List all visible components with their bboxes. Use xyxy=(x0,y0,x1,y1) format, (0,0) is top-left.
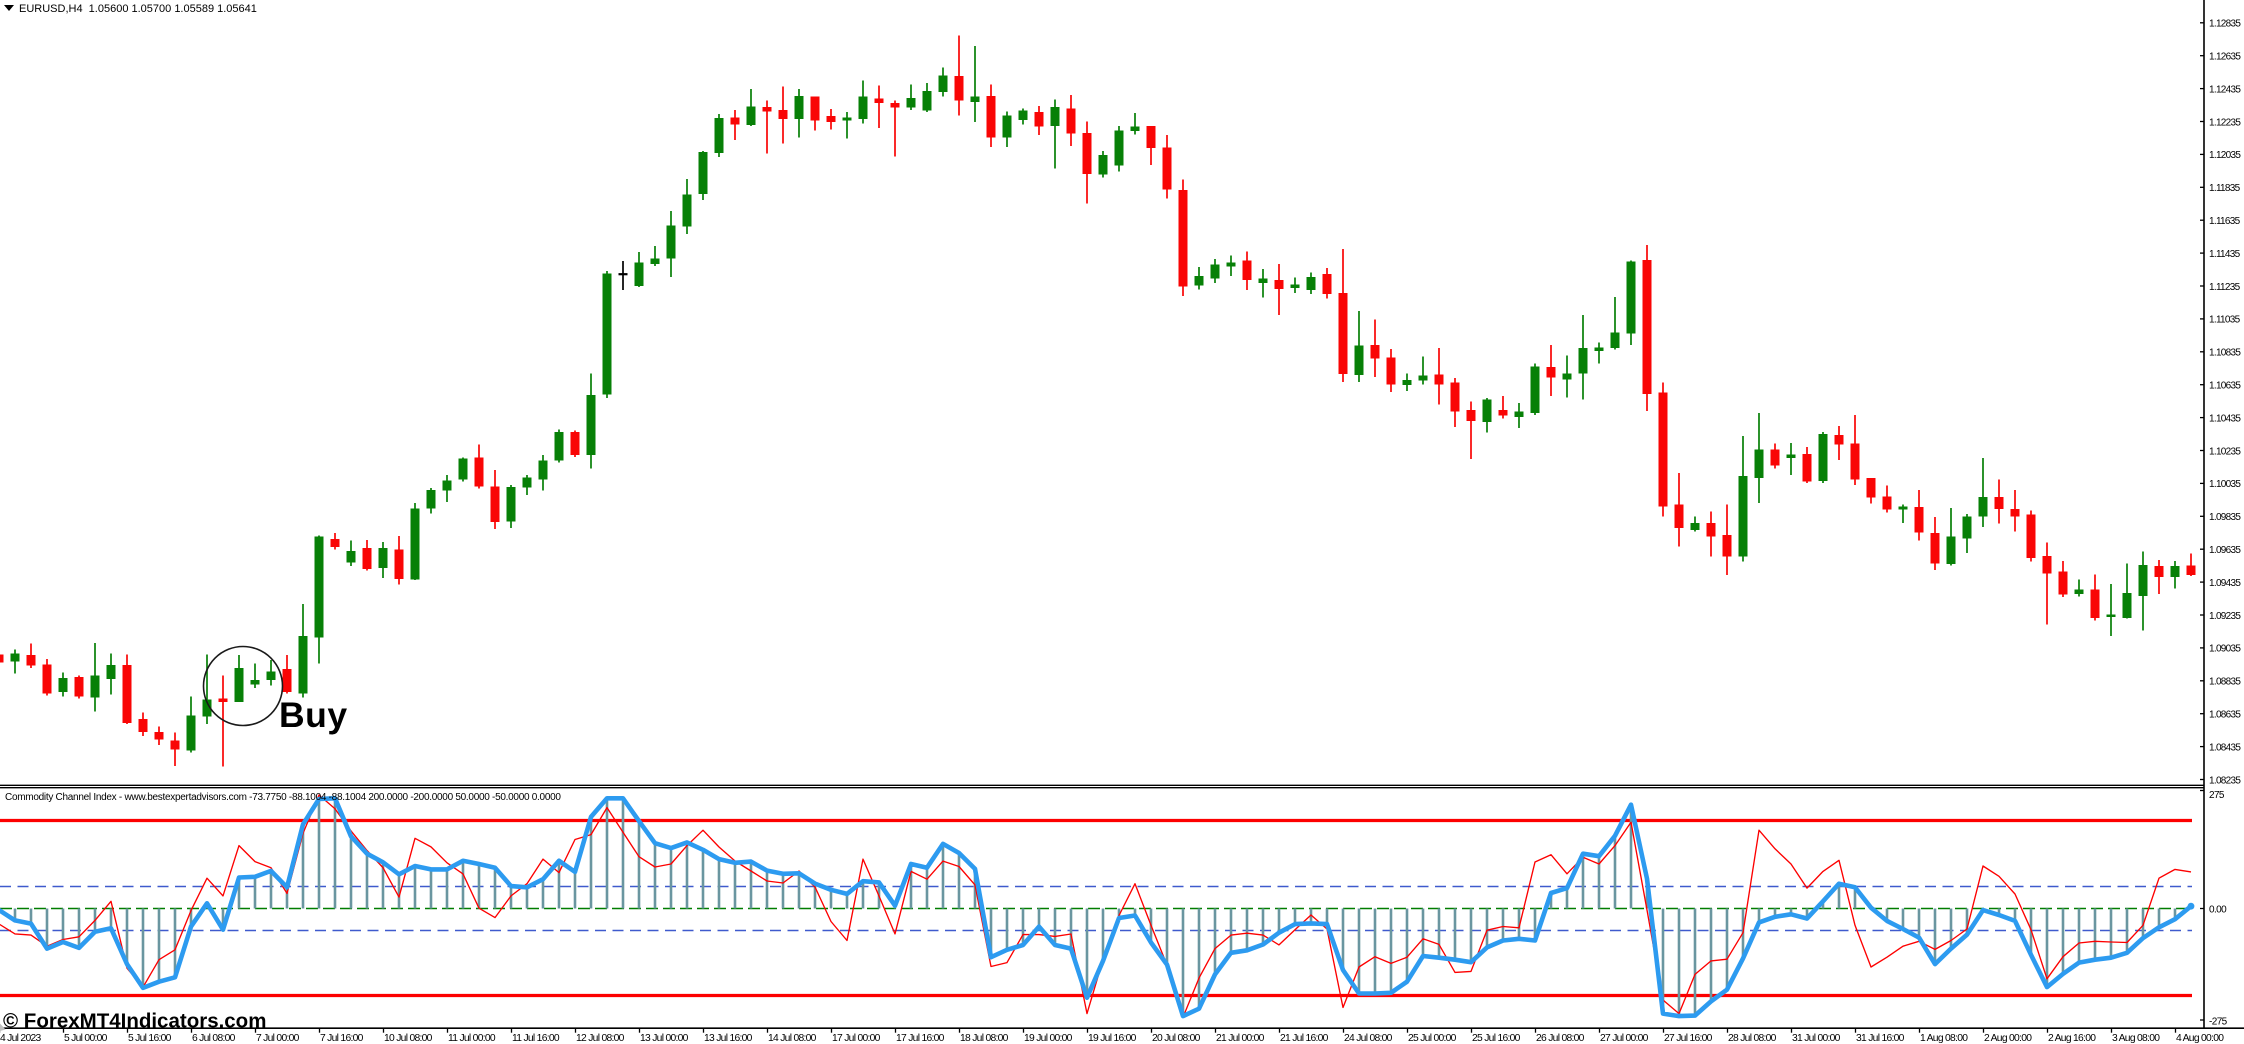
svg-text:28 Jul 08:00: 28 Jul 08:00 xyxy=(1728,1033,1777,1044)
svg-text:13 Jul 00:00: 13 Jul 00:00 xyxy=(640,1033,689,1044)
svg-text:11 Jul 00:00: 11 Jul 00:00 xyxy=(448,1033,496,1044)
svg-text:1 Aug 08:00: 1 Aug 08:00 xyxy=(1920,1033,1968,1044)
svg-text:1.10435: 1.10435 xyxy=(2209,413,2241,424)
svg-text:17 Jul 00:00: 17 Jul 00:00 xyxy=(832,1033,881,1044)
svg-text:1.09835: 1.09835 xyxy=(2209,512,2241,523)
svg-text:24 Jul 08:00: 24 Jul 08:00 xyxy=(1344,1033,1393,1044)
svg-text:13 Jul 16:00: 13 Jul 16:00 xyxy=(704,1033,753,1044)
svg-text:10 Jul 08:00: 10 Jul 08:00 xyxy=(384,1033,433,1044)
svg-text:12 Jul 08:00: 12 Jul 08:00 xyxy=(576,1033,625,1044)
svg-text:1.11635: 1.11635 xyxy=(2209,216,2241,227)
svg-text:1.10235: 1.10235 xyxy=(2209,446,2241,457)
svg-text:1.08235: 1.08235 xyxy=(2209,775,2241,786)
svg-text:Buy: Buy xyxy=(279,695,348,735)
svg-text:1.12235: 1.12235 xyxy=(2209,117,2241,128)
svg-text:1.08435: 1.08435 xyxy=(2209,742,2241,753)
svg-text:7 Jul 00:00: 7 Jul 00:00 xyxy=(256,1033,300,1044)
svg-text:4 Aug 00:00: 4 Aug 00:00 xyxy=(2176,1033,2224,1044)
svg-text:1.12835: 1.12835 xyxy=(2209,19,2241,30)
svg-text:-275: -275 xyxy=(2209,1017,2228,1028)
svg-text:1.09635: 1.09635 xyxy=(2209,545,2241,556)
svg-text:19 Jul 16:00: 19 Jul 16:00 xyxy=(1088,1033,1137,1044)
svg-text:3 Aug 08:00: 3 Aug 08:00 xyxy=(2112,1033,2160,1044)
svg-text:© ForexMT4Indicators.com: © ForexMT4Indicators.com xyxy=(3,1009,266,1032)
svg-text:18 Jul 08:00: 18 Jul 08:00 xyxy=(960,1033,1009,1044)
svg-text:1.10635: 1.10635 xyxy=(2209,381,2241,392)
svg-text:1.09035: 1.09035 xyxy=(2209,644,2241,655)
svg-text:19 Jul 00:00: 19 Jul 00:00 xyxy=(1024,1033,1073,1044)
svg-text:1.11235: 1.11235 xyxy=(2209,282,2241,293)
svg-text:1.11835: 1.11835 xyxy=(2209,183,2241,194)
svg-text:1.11435: 1.11435 xyxy=(2209,249,2241,260)
svg-text:26 Jul 08:00: 26 Jul 08:00 xyxy=(1536,1033,1585,1044)
svg-text:1.08635: 1.08635 xyxy=(2209,710,2241,721)
svg-text:5 Jul 16:00: 5 Jul 16:00 xyxy=(128,1033,172,1044)
svg-text:25 Jul 00:00: 25 Jul 00:00 xyxy=(1408,1033,1457,1044)
svg-text:11 Jul 16:00: 11 Jul 16:00 xyxy=(512,1033,560,1044)
svg-text:EURUSD,H4 1.05600 1.05700 1.0: EURUSD,H4 1.05600 1.05700 1.05589 1.0564… xyxy=(19,3,257,15)
svg-text:5 Jul 00:00: 5 Jul 00:00 xyxy=(64,1033,108,1044)
svg-text:17 Jul 16:00: 17 Jul 16:00 xyxy=(896,1033,945,1044)
svg-text:0.00: 0.00 xyxy=(2209,904,2227,915)
svg-text:1.08835: 1.08835 xyxy=(2209,677,2241,688)
svg-text:1.10835: 1.10835 xyxy=(2209,348,2241,359)
svg-text:2 Aug 00:00: 2 Aug 00:00 xyxy=(1984,1033,2032,1044)
svg-text:4 Jul 2023: 4 Jul 2023 xyxy=(0,1033,41,1044)
svg-text:1.12035: 1.12035 xyxy=(2209,150,2241,161)
svg-text:14 Jul 08:00: 14 Jul 08:00 xyxy=(768,1033,817,1044)
svg-text:1.12435: 1.12435 xyxy=(2209,84,2241,95)
svg-text:1.10035: 1.10035 xyxy=(2209,479,2241,490)
svg-text:7 Jul 16:00: 7 Jul 16:00 xyxy=(320,1033,364,1044)
svg-text:20 Jul 08:00: 20 Jul 08:00 xyxy=(1152,1033,1201,1044)
svg-text:275: 275 xyxy=(2209,790,2225,801)
svg-text:1.09435: 1.09435 xyxy=(2209,578,2241,589)
svg-text:1.11035: 1.11035 xyxy=(2209,315,2241,326)
svg-text:27 Jul 16:00: 27 Jul 16:00 xyxy=(1664,1033,1713,1044)
svg-text:2 Aug 16:00: 2 Aug 16:00 xyxy=(2048,1033,2096,1044)
svg-text:Commodity Channel Index - www.: Commodity Channel Index - www.bestexpert… xyxy=(5,792,561,803)
svg-text:25 Jul 16:00: 25 Jul 16:00 xyxy=(1472,1033,1521,1044)
svg-text:31 Jul 16:00: 31 Jul 16:00 xyxy=(1856,1033,1905,1044)
svg-text:27 Jul 00:00: 27 Jul 00:00 xyxy=(1600,1033,1649,1044)
svg-text:1.12635: 1.12635 xyxy=(2209,52,2241,63)
svg-text:1.09235: 1.09235 xyxy=(2209,611,2241,622)
svg-text:21 Jul 16:00: 21 Jul 16:00 xyxy=(1280,1033,1329,1044)
svg-text:21 Jul 00:00: 21 Jul 00:00 xyxy=(1216,1033,1265,1044)
svg-text:6 Jul 08:00: 6 Jul 08:00 xyxy=(192,1033,236,1044)
svg-text:31 Jul 00:00: 31 Jul 00:00 xyxy=(1792,1033,1841,1044)
